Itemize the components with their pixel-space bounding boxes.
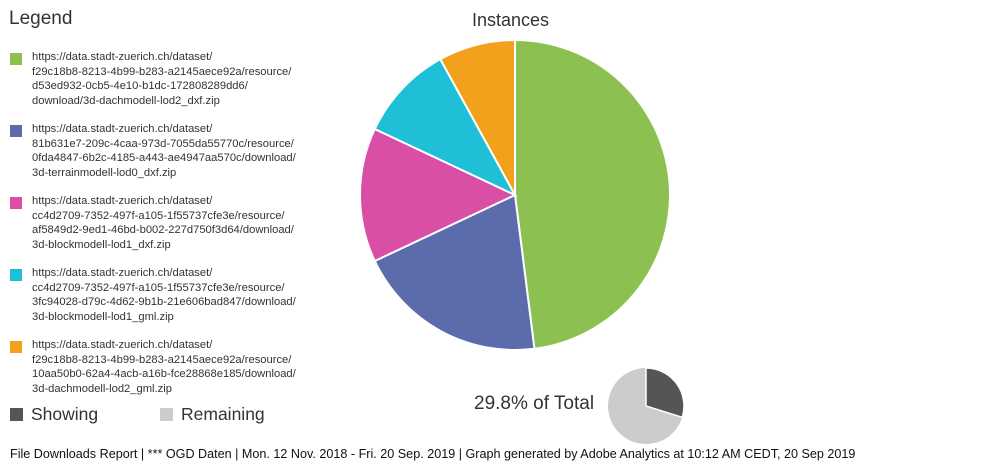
legend-list: https://data.stadt-zuerich.ch/dataset/ f… [10,50,355,410]
showing-slice [645,367,685,419]
pie-chart [359,38,672,351]
legend-item[interactable]: https://data.stadt-zuerich.ch/dataset/ c… [10,194,355,266]
remaining-key: Remaining [160,404,265,425]
legend-swatch [10,197,22,209]
legend-label: https://data.stadt-zuerich.ch/dataset/ c… [32,195,294,251]
remaining-swatch [160,408,173,421]
chart-title: Instances [472,10,550,30]
legend-title: Legend [9,8,73,29]
legend-item[interactable]: https://data.stadt-zuerich.ch/dataset/ c… [10,266,355,338]
legend-label: https://data.stadt-zuerich.ch/dataset/ 8… [32,123,296,179]
showing-key: Showing [10,404,98,425]
legend-item[interactable]: https://data.stadt-zuerich.ch/dataset/ f… [10,338,355,410]
remaining-label: Remaining [181,404,265,424]
pie-slice-5[interactable] [438,38,516,196]
legend-label: https://data.stadt-zuerich.ch/dataset/ c… [32,267,296,323]
legend-item[interactable]: https://data.stadt-zuerich.ch/dataset/ f… [10,50,355,122]
pie-slice-2[interactable] [373,193,536,351]
percent-of-total: 29.8% of Total [474,393,595,414]
legend-swatch [10,125,22,137]
legend-label: https://data.stadt-zuerich.ch/dataset/ f… [32,51,292,107]
legend-swatch [10,269,22,281]
showing-swatch [10,408,23,421]
legend-swatch [10,53,22,65]
pie-slice-3[interactable] [359,127,518,263]
legend-label: https://data.stadt-zuerich.ch/dataset/ f… [32,339,296,395]
pie-slice-1[interactable] [514,38,672,350]
report-footer: File Downloads Report | *** OGD Daten | … [10,447,856,461]
pie-slice-4[interactable] [373,57,518,198]
legend-item[interactable]: https://data.stadt-zuerich.ch/dataset/ 8… [10,122,355,194]
legend-swatch [10,341,22,353]
showing-label: Showing [31,404,99,424]
share-of-total-pie [608,367,685,444]
